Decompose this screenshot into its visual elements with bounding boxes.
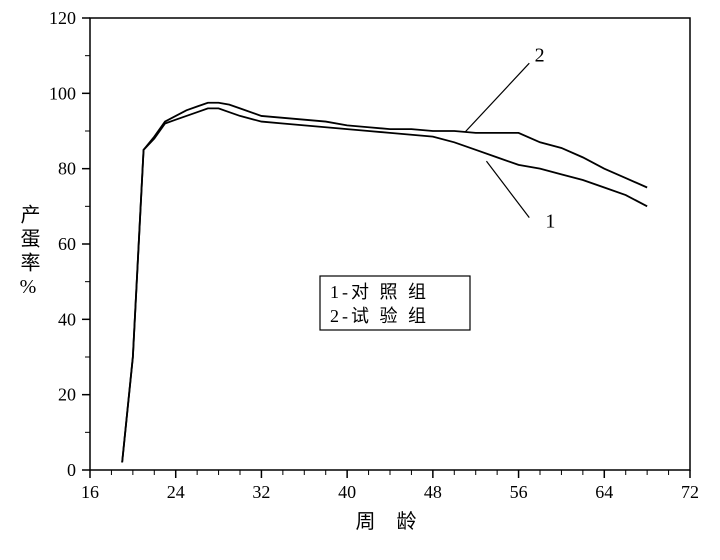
chart-svg: 16 24 32 40 48 56 64 72 0 20 40 60 80 100 120 产蛋率% 周 龄 2 1…	[0, 0, 720, 560]
legend-item-1: 1-对 照 组	[330, 282, 429, 302]
y-tick-label: 40	[58, 309, 76, 329]
annotation-label-1: 1	[545, 210, 555, 232]
y-axis-title: 产蛋率%	[17, 204, 40, 302]
x-tick-label: 72	[681, 482, 699, 502]
x-tick-label: 24	[167, 482, 185, 502]
annotation-line-1	[486, 161, 529, 218]
y-tick-label: 60	[58, 234, 76, 254]
annotation-line-2	[465, 63, 529, 132]
x-tick-label: 48	[424, 482, 442, 502]
annotation-label-2: 2	[535, 45, 545, 67]
y-tick-label: 0	[67, 460, 76, 480]
line-chart: 16 24 32 40 48 56 64 72 0 20 40 60 80 100 120 产蛋率% 周 龄 2 1…	[0, 0, 720, 560]
y-tick-label: 100	[49, 83, 76, 103]
x-tick-label: 64	[595, 482, 613, 502]
x-tick-label: 32	[252, 482, 270, 502]
y-tick-label: 120	[49, 8, 76, 28]
x-tick-label: 56	[510, 482, 528, 502]
legend-item-2: 2-试 验 组	[330, 306, 429, 326]
x-tick-label: 16	[81, 482, 99, 502]
x-tick-label: 40	[338, 482, 356, 502]
x-axis-title: 周 龄	[356, 510, 425, 533]
y-tick-label: 80	[58, 159, 76, 179]
y-tick-label: 20	[58, 385, 76, 405]
plot-border	[90, 18, 690, 470]
